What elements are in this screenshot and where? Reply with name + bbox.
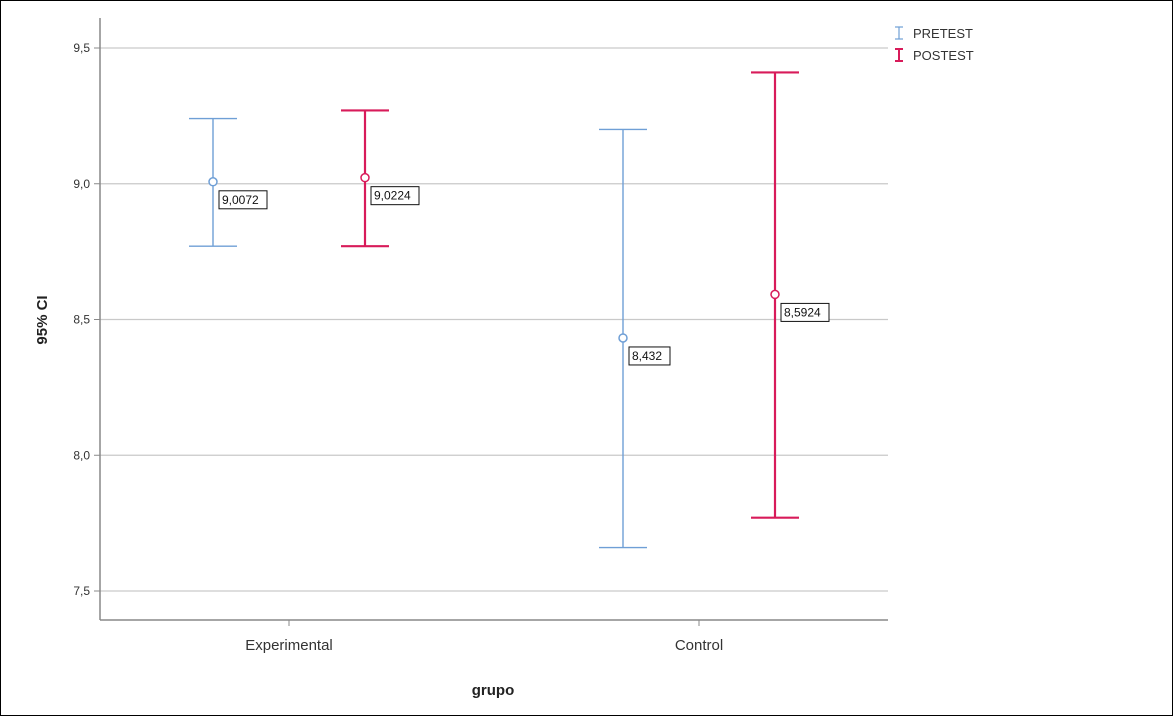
legend-label: PRETEST bbox=[913, 26, 973, 41]
data-label-box bbox=[780, 302, 830, 322]
data-label: 8,432 bbox=[632, 349, 662, 363]
x-axis-title: grupo bbox=[472, 682, 515, 699]
data-label-box bbox=[628, 346, 671, 366]
gridlines bbox=[100, 47, 888, 592]
mean-marker bbox=[360, 172, 370, 183]
mean-marker bbox=[208, 177, 218, 187]
error-bar-group: 8,432 bbox=[599, 128, 671, 549]
x-category-label: Control bbox=[675, 637, 723, 654]
data-label-box bbox=[370, 186, 420, 206]
data-label: 9,0224 bbox=[374, 189, 411, 203]
legend-label: POSTEST bbox=[913, 48, 974, 63]
y-tick-labels: 7,5 8,0 8,5 9,0 9,5 bbox=[73, 41, 90, 598]
x-category-labels: Experimental Control bbox=[245, 637, 723, 654]
x-category-label: Experimental bbox=[245, 637, 333, 654]
data-label-box bbox=[218, 190, 268, 210]
legend-entry: POSTEST bbox=[895, 48, 974, 63]
y-axis-title: 95% CI bbox=[34, 295, 51, 344]
error-bar-group: 8,5924 bbox=[751, 71, 830, 519]
y-tick-label: 9,0 bbox=[73, 177, 90, 191]
data-label: 9,0072 bbox=[222, 193, 259, 207]
y-tick-label: 9,5 bbox=[73, 41, 90, 55]
error-bars: 9,0072 8,432 9,0224 8,5924 bbox=[189, 71, 830, 549]
data-label: 8,5924 bbox=[784, 305, 821, 319]
legend-entry: PRETEST bbox=[895, 26, 973, 41]
y-tick-label: 7,5 bbox=[73, 584, 90, 598]
mean-marker bbox=[618, 333, 628, 343]
axes bbox=[94, 18, 888, 626]
mean-marker bbox=[770, 289, 780, 300]
y-tick-label: 8,5 bbox=[73, 313, 90, 327]
y-tick-label: 8,0 bbox=[73, 448, 90, 462]
legend: PRETEST POSTEST bbox=[895, 26, 974, 63]
error-bar-group: 9,0072 bbox=[189, 117, 268, 247]
error-bar-group: 9,0224 bbox=[341, 109, 420, 248]
